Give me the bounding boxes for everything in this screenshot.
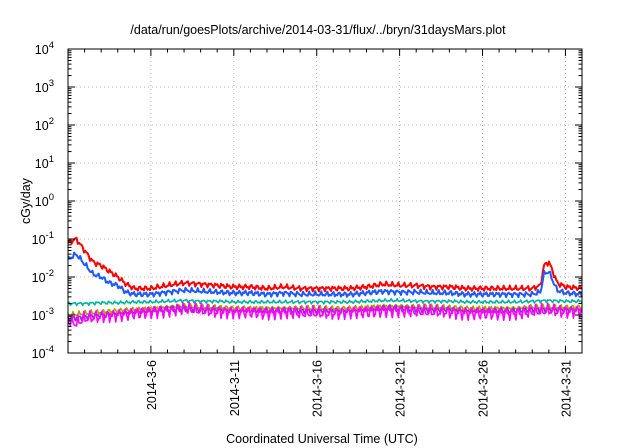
x-tick-label: 2014-3-11: [228, 360, 242, 416]
chart-title: /data/run/goesPlots/archive/2014-03-31/f…: [130, 23, 506, 37]
series-line-blue: [67, 251, 583, 299]
y-tick-label: 10-4: [32, 344, 54, 361]
y-tick-exponent: -2: [46, 268, 54, 279]
y-tick-exponent: -3: [46, 306, 54, 317]
y-tick-base: 10: [35, 195, 49, 209]
y-tick-exponent: 2: [49, 116, 54, 127]
x-tick-label: 2014-3-21: [394, 360, 408, 417]
y-tick-label: 10-1: [32, 230, 54, 247]
series-line-red: [67, 236, 583, 293]
y-tick-label: 103: [35, 78, 54, 95]
x-axis-label: Coordinated Universal Time (UTC): [226, 432, 418, 446]
y-tick-base: 10: [32, 271, 46, 285]
y-tick-exponent: 3: [49, 78, 54, 89]
y-axis-label: cGy/day: [19, 177, 33, 224]
y-tick-label: 10-2: [32, 268, 54, 285]
x-tick-label: 2014-3-31: [559, 360, 573, 417]
series-line-magenta: [67, 301, 583, 327]
x-tick-label: 2014-3-26: [477, 360, 491, 417]
y-tick-label: 100: [35, 192, 54, 209]
y-tick-exponent: -1: [46, 230, 54, 241]
y-tick-base: 10: [32, 233, 46, 247]
y-tick-label: 10-3: [32, 306, 54, 323]
series-line-teal: [67, 297, 583, 307]
y-tick-exponent: 0: [49, 192, 54, 203]
y-tick-base: 10: [35, 157, 49, 171]
x-tick-label: 2014-3-6: [145, 360, 159, 410]
x-axis-ticks: 2014-3-6 2014-3-11 2014-3-16 2014-3-21 2014-…: [67, 49, 583, 417]
y-tick-label: 101: [35, 154, 54, 171]
y-tick-exponent: -4: [46, 344, 54, 355]
y-tick-base: 10: [35, 119, 49, 133]
y-tick-exponent: 4: [49, 40, 54, 51]
y-tick-exponent: 1: [49, 154, 54, 165]
x-tick-label: 2014-3-16: [311, 360, 325, 417]
y-tick-base: 10: [32, 309, 46, 323]
y-tick-base: 10: [35, 81, 49, 95]
y-tick-label: 104: [35, 40, 54, 57]
plot-frame: [67, 48, 583, 354]
y-tick-base: 10: [32, 347, 46, 361]
grid: [68, 49, 582, 353]
y-tick-base: 10: [35, 43, 49, 57]
series-layer: [67, 236, 583, 327]
y-tick-label: 102: [35, 116, 54, 133]
